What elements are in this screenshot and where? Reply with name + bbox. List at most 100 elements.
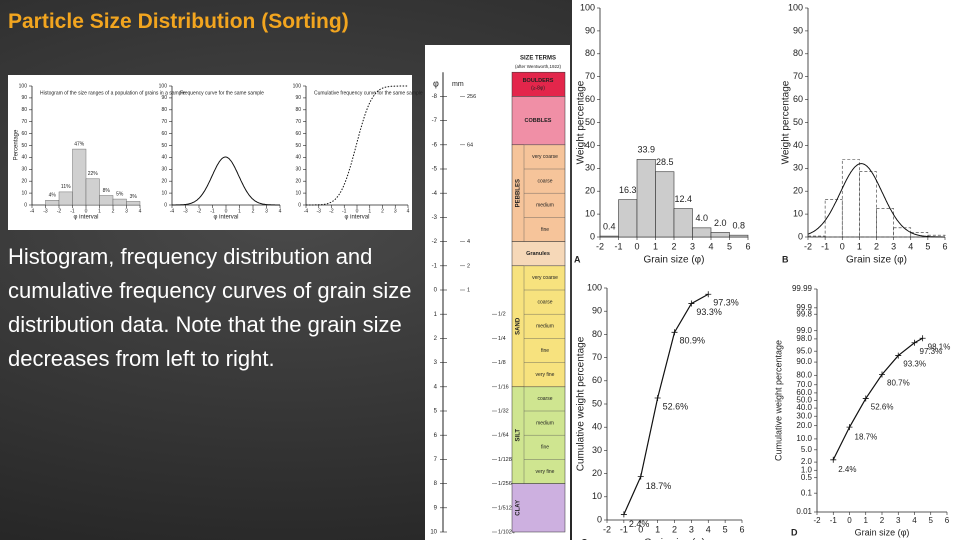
- point-marker: [654, 394, 661, 401]
- y-tick-label: 70: [295, 119, 301, 125]
- data-label: 2.0: [714, 218, 727, 228]
- subterm: coarse: [537, 396, 552, 402]
- y-tick-label: 100: [293, 83, 302, 89]
- data-label: 93.3%: [696, 307, 722, 317]
- x-tick-label: -3: [317, 208, 322, 214]
- x-tick-label: 4: [908, 241, 913, 251]
- x-tick-label: 2: [671, 241, 676, 251]
- x-tick-label: 2: [112, 208, 115, 214]
- x-tick-label: 1: [368, 208, 371, 214]
- phi-tick-label: 0: [434, 288, 438, 294]
- subterm: coarse: [537, 178, 552, 184]
- x-axis-label: φ interval: [345, 215, 370, 221]
- y-tick-label: 70: [592, 352, 602, 362]
- phi-tick-label: 7: [434, 457, 438, 463]
- x-tick-label: 3: [896, 516, 901, 525]
- subterm: fine: [541, 445, 549, 451]
- bar: [729, 234, 749, 238]
- y-tick-label: 20.0: [796, 421, 812, 430]
- y-tick-label: 10: [295, 190, 301, 196]
- x-tick-label: 4: [279, 208, 282, 214]
- x-tick-label: 1: [238, 208, 241, 214]
- y-tick-label: 90: [295, 95, 301, 101]
- y-tick-label: 80: [161, 107, 167, 113]
- y-tick-label: 30.0: [796, 411, 812, 420]
- x-tick-label: -2: [804, 241, 812, 251]
- size-class: [511, 96, 566, 146]
- class-name: Granules: [526, 251, 550, 257]
- y-tick-label: 40: [585, 140, 595, 150]
- y-tick-label: 20: [295, 179, 301, 185]
- data-label: 97.3%: [713, 298, 739, 308]
- y-tick-label: 99.9: [796, 303, 812, 312]
- point-marker: [705, 291, 712, 298]
- phi-tick-label: 9: [434, 505, 438, 511]
- y-tick-label: 0: [24, 202, 27, 208]
- phi-tick-label: -4: [432, 191, 438, 197]
- y-tick-label: 50: [21, 143, 27, 149]
- mm-tick-label: 1/32: [498, 408, 509, 414]
- y-tick-label: 0: [298, 202, 301, 208]
- y-tick-label: 90: [592, 306, 602, 316]
- y-tick-label: 100: [19, 83, 28, 89]
- data-label: 5%: [116, 191, 124, 197]
- x-tick-label: 4: [912, 516, 917, 525]
- x-tick-label: 4: [708, 241, 713, 251]
- class-name: PEBBLES: [516, 179, 522, 207]
- y-tick-label: 0.5: [801, 473, 813, 482]
- y-tick-label: 90: [21, 95, 27, 101]
- point-marker: [919, 335, 926, 342]
- phi-tick-label: -8: [432, 94, 438, 100]
- x-tick-label: 1: [655, 524, 660, 534]
- y-tick-label: 10: [793, 208, 803, 218]
- x-axis-label: Grain size (φ): [644, 255, 705, 266]
- y-tick-label: 98.0: [796, 334, 812, 343]
- subterm: very coarse: [532, 275, 558, 281]
- point-marker: [620, 511, 627, 518]
- y-tick-label: 40.0: [796, 403, 812, 412]
- x-tick-label: -1: [821, 241, 829, 251]
- y-tick-label: 60: [21, 131, 27, 137]
- mm-tick-label: 1/8: [498, 360, 506, 366]
- bar: [99, 195, 114, 206]
- y-tick-label: 95.0: [796, 346, 812, 355]
- data-label: 11%: [61, 184, 71, 190]
- phi-tick-label: -7: [432, 118, 438, 124]
- x-tick-label: -2: [329, 208, 334, 214]
- x-tick-label: 0: [847, 516, 852, 525]
- y-tick-label: 30: [161, 167, 167, 173]
- sample-figure-bg: [8, 75, 412, 230]
- data-label: 18.7%: [646, 481, 672, 491]
- y-tick-label: 70: [161, 119, 167, 125]
- panel-letter: A: [574, 254, 581, 264]
- x-tick-label: -2: [197, 208, 202, 214]
- y-tick-label: 10: [161, 190, 167, 196]
- x-tick-label: 4: [706, 524, 711, 534]
- phi-tick-label: 3: [434, 360, 438, 366]
- x-tick-label: 0: [85, 208, 88, 214]
- x-tick-label: -1: [70, 208, 75, 214]
- size-class: [511, 71, 566, 97]
- x-tick-label: 2: [252, 208, 255, 214]
- bar: [841, 159, 860, 238]
- mm-tick-label: 256: [467, 94, 476, 100]
- x-tick-label: 5: [925, 241, 930, 251]
- point-marker: [846, 424, 853, 431]
- y-tick-label: 30: [793, 163, 803, 173]
- y-tick-label: 1.0: [801, 465, 813, 474]
- point-marker: [862, 395, 869, 402]
- y-tick-label: 70: [585, 71, 595, 81]
- y-tick-label: 50: [585, 117, 595, 127]
- x-tick-label: 2: [880, 516, 885, 525]
- phi-tick-label: 2: [434, 336, 438, 342]
- x-tick-label: -4: [304, 208, 309, 214]
- y-tick-label: 50.0: [796, 396, 812, 405]
- point-marker: [911, 339, 918, 346]
- y-tick-label: 80: [793, 48, 803, 58]
- class-name: CLAY: [516, 500, 522, 516]
- y-tick-label: 0.1: [801, 488, 813, 497]
- x-tick-label: 6: [745, 241, 750, 251]
- phi-tick-label: 5: [434, 409, 438, 415]
- phi-tick-label: 6: [434, 433, 438, 439]
